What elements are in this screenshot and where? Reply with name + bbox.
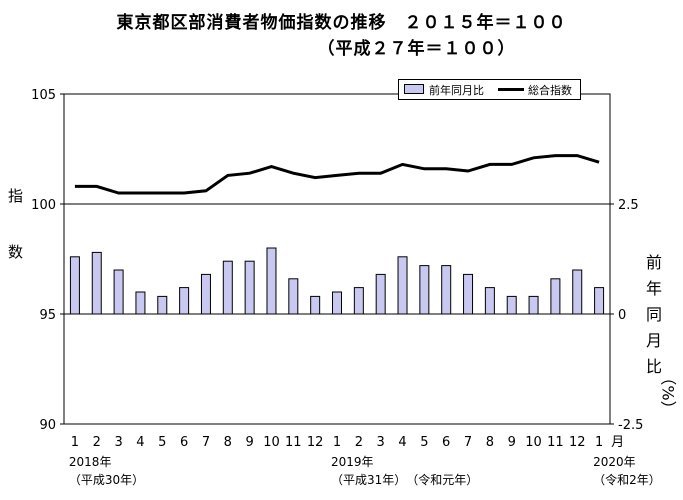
legend: 前年同月比 総合指数: [398, 79, 581, 100]
bar-yoy: [506, 295, 517, 315]
plot-frame: [63, 93, 611, 425]
left-axis-tick-label: 90: [39, 418, 56, 433]
legend-bar-swatch: [404, 84, 424, 94]
bar-yoy: [397, 256, 408, 315]
x-tick-label: 9: [508, 435, 516, 450]
x-year-label: 2018年: [69, 455, 112, 469]
x-tick-label: 9: [245, 435, 253, 450]
bar-yoy: [266, 247, 277, 315]
right-axis-label-text: 前年同月比: [644, 250, 664, 380]
x-month-unit: 月: [611, 435, 624, 450]
x-tick-label: 3: [114, 435, 122, 450]
bar-yoy: [135, 291, 146, 315]
right-axis-label-char: 月: [645, 331, 662, 350]
x-tick-label: 5: [420, 435, 428, 450]
x-tick-label: 1: [333, 435, 341, 450]
bar-yoy: [419, 265, 430, 315]
bar-yoy: [157, 295, 168, 315]
bar-yoy: [375, 273, 386, 315]
right-axis-label: 前年同月比 （%）: [644, 250, 678, 417]
right-axis-tick-label: 0: [618, 308, 626, 323]
chart-subtitle: （平成２７年＝１００）: [317, 39, 516, 59]
x-tick-label: 7: [202, 435, 210, 450]
x-tick-label: 4: [136, 435, 144, 450]
bar-yoy: [572, 269, 583, 315]
line-index: [74, 154, 600, 195]
x-year-label: （平成31年） （令和元年）: [331, 472, 478, 487]
x-tick-label: 8: [486, 435, 494, 450]
bar-yoy: [244, 260, 255, 315]
x-year-label: （平成30年）: [69, 473, 144, 487]
left-axis-tick-label: 95: [39, 308, 56, 323]
bar-yoy: [353, 287, 364, 315]
right-axis-tick-label: 2.5: [618, 198, 639, 213]
x-tick-label: 11: [547, 435, 564, 450]
x-year-label: （令和2年）: [593, 472, 661, 487]
x-tick-label: 4: [398, 435, 406, 450]
x-tick-label: 12: [569, 435, 586, 450]
right-axis-tick-label: -2.5: [618, 418, 643, 433]
right-axis-label-char: 比: [645, 357, 662, 376]
x-tick-label: 2: [93, 435, 101, 450]
left-axis-tick-label: 100: [31, 198, 56, 213]
x-tick-label: 7: [464, 435, 472, 450]
bar-yoy: [441, 265, 452, 315]
bar-yoy: [69, 256, 80, 315]
bar-yoy: [200, 273, 211, 315]
left-axis-tick-label: 105: [31, 88, 56, 103]
bar-yoy: [528, 295, 539, 315]
x-tick-label: 2: [355, 435, 363, 450]
bar-yoy: [463, 273, 474, 315]
chart-title: 東京都区部消費者物価指数の推移 ２０１５年＝１００: [116, 13, 567, 33]
bar-yoy: [332, 291, 342, 315]
x-tick-label: 11: [285, 435, 302, 450]
bar-yoy: [310, 295, 321, 315]
bar-yoy: [91, 251, 102, 315]
right-axis-label-char: 同: [645, 305, 662, 324]
bar-yoy: [550, 278, 561, 315]
x-tick-label: 5: [158, 435, 166, 450]
bar-yoy: [594, 287, 605, 315]
right-axis-label-char: 年: [645, 279, 662, 298]
x-tick-label: 3: [377, 435, 385, 450]
x-tick-label: 8: [224, 435, 232, 450]
bar-yoy: [113, 269, 124, 315]
x-tick-label: 1: [71, 435, 79, 450]
bar-yoy: [179, 287, 190, 315]
bar-yoy: [484, 287, 495, 315]
right-axis-label-char: 前: [645, 253, 662, 272]
bar-yoy: [288, 278, 299, 315]
legend-bar-label: 前年同月比: [429, 84, 484, 97]
x-tick-label: 10: [263, 435, 280, 450]
x-tick-label: 12: [307, 435, 324, 450]
legend-line-label: 総合指数: [528, 84, 572, 97]
x-tick-label: 1: [595, 435, 603, 450]
x-year-label: 2019年: [331, 455, 374, 469]
legend-line-swatch: [498, 88, 524, 91]
x-tick-label: 10: [525, 435, 542, 450]
bar-yoy: [222, 260, 233, 315]
x-tick-label: 6: [442, 435, 450, 450]
x-year-label: 2020年: [593, 455, 636, 469]
left-axis-label: 指数: [8, 187, 24, 261]
x-tick-label: 6: [180, 435, 188, 450]
